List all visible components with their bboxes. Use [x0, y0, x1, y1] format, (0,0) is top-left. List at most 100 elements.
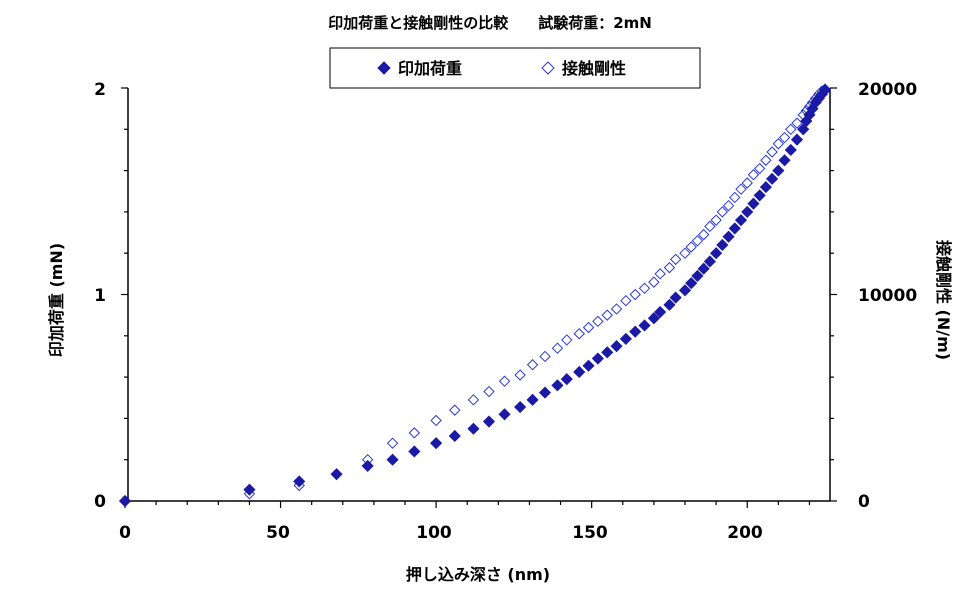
load-point	[560, 373, 573, 386]
load-point	[710, 247, 723, 260]
y2-tick-label-0: 0	[858, 492, 870, 512]
load-point	[526, 393, 539, 406]
load-point	[697, 262, 710, 275]
stiffness-point	[514, 369, 526, 381]
load-point	[722, 230, 735, 243]
stiffness-point	[629, 288, 641, 301]
load-point	[703, 255, 716, 268]
load-point	[551, 379, 564, 392]
load-point	[408, 445, 421, 458]
stiffness-point	[785, 123, 797, 136]
load-point	[582, 359, 595, 372]
y-tick-label-2: 2	[94, 80, 106, 100]
load-point	[753, 189, 766, 202]
stiffness-point	[573, 328, 585, 340]
stiffness-point	[766, 146, 778, 158]
load-point	[663, 298, 676, 311]
load-point	[330, 468, 343, 481]
load-point	[678, 284, 692, 297]
x-axis-label: 押し込み深さ (nm)	[406, 565, 550, 584]
stiffness-point	[679, 247, 691, 259]
stiffness-point	[483, 385, 495, 398]
load-point	[243, 483, 256, 496]
load-point	[118, 494, 132, 508]
load-point	[430, 437, 443, 450]
load-point	[772, 164, 785, 177]
y-tick-label-0: 0	[94, 492, 106, 512]
y-axis-label: 印加荷重 (mN)	[47, 243, 66, 357]
stiffness-point	[747, 169, 760, 181]
legend-open-diamond-icon	[541, 61, 555, 75]
stiffness-point	[697, 228, 710, 241]
load-point	[638, 319, 651, 332]
load-point	[766, 172, 779, 185]
load-point	[741, 205, 754, 218]
load-point	[647, 312, 660, 325]
stiffness-point	[610, 303, 623, 315]
y-tick-label-1: 1	[94, 286, 106, 306]
load-point	[784, 143, 797, 157]
stiffness-point	[561, 334, 573, 346]
load-point	[591, 352, 604, 365]
legend-label-load: 印加荷重	[398, 59, 462, 78]
x-tick-label-150: 150	[572, 523, 608, 543]
load-point	[386, 453, 399, 466]
stiffness-point	[601, 309, 613, 321]
series-load	[118, 83, 832, 508]
stiffness-point	[729, 191, 741, 204]
tick-marks	[121, 87, 837, 508]
load-point	[619, 332, 632, 345]
stiffness-point	[498, 375, 511, 387]
load-point	[573, 365, 586, 379]
stiffness-point	[685, 241, 697, 253]
load-point	[691, 269, 704, 282]
load-point	[601, 346, 614, 359]
stiffness-point	[735, 183, 747, 195]
stiffness-point	[741, 177, 753, 189]
stiffness-point	[386, 437, 399, 449]
load-point	[498, 408, 511, 421]
stiffness-point	[663, 261, 676, 274]
y2-tick-label-10000: 10000	[858, 286, 917, 306]
load-point	[728, 222, 741, 235]
x-tick-label-50: 50	[266, 523, 290, 543]
load-point	[654, 305, 667, 319]
stiffness-point	[408, 427, 421, 439]
load-point	[685, 277, 698, 290]
stiffness-point	[648, 276, 660, 288]
load-point	[790, 133, 804, 146]
load-point	[759, 181, 772, 194]
stiffness-point	[710, 214, 722, 226]
load-point	[361, 459, 374, 472]
load-point	[818, 83, 832, 97]
stiffness-point	[691, 235, 704, 247]
stiffness-point	[539, 350, 551, 363]
stiffness-point	[760, 154, 772, 166]
stiffness-point	[716, 206, 729, 218]
stiffness-point	[430, 414, 442, 427]
stiffness-point	[791, 117, 803, 129]
x-tick-label-100: 100	[416, 523, 452, 543]
legend-box	[329, 47, 701, 89]
stiffness-point	[638, 282, 651, 295]
stiffness-point	[669, 253, 682, 266]
stiffness-point	[449, 404, 461, 416]
y2-axis-label: 接触剛性 (N/m)	[934, 240, 953, 360]
stiffness-point	[582, 321, 595, 334]
load-point	[734, 214, 748, 227]
load-point	[747, 197, 760, 210]
load-point	[629, 325, 642, 338]
legend-label-stiffness: 接触剛性	[562, 59, 626, 78]
stiffness-point	[654, 268, 666, 280]
load-point	[448, 429, 461, 443]
stiffness-point	[526, 359, 539, 371]
y2-tick-label-20000: 20000	[858, 80, 917, 100]
load-point	[482, 415, 496, 428]
stiffness-point	[704, 220, 716, 233]
stiffness-point	[778, 131, 791, 144]
stiffness-point	[467, 394, 480, 406]
load-point	[538, 386, 552, 399]
load-point	[610, 340, 623, 353]
x-tick-label-200: 200	[727, 523, 763, 543]
